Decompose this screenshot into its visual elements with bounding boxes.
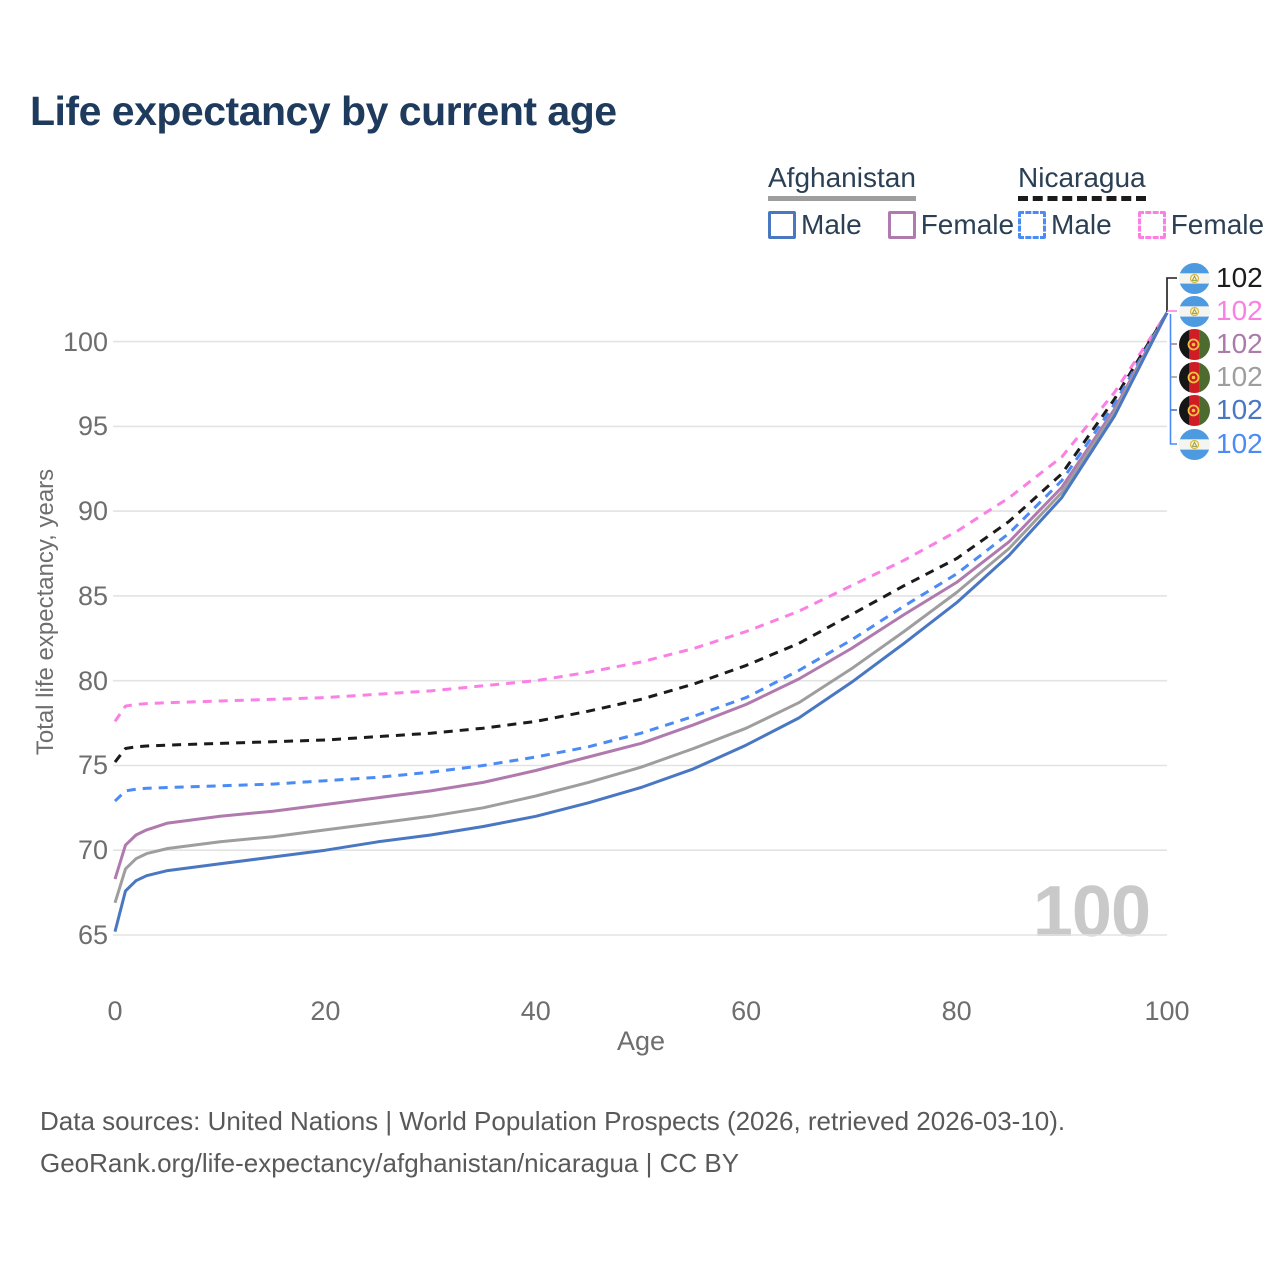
chart-title: Life expectancy by current age: [30, 88, 617, 134]
age-watermark: 100: [1032, 872, 1151, 952]
nicaragua-flag-icon: [1179, 262, 1210, 294]
legend-group-afghanistan: Afghanistan Male Female: [768, 162, 1014, 241]
x-tick-label-0: 0: [107, 996, 123, 1026]
afghanistan-flag-icon: [1179, 328, 1210, 360]
end-label-afghanistan-female[interactable]: 102: [1179, 328, 1263, 360]
legend-item-label: Female: [1170, 209, 1265, 240]
legend-item-label: Male: [1051, 209, 1112, 240]
legend-items-nicaragua: Male Female: [1018, 209, 1264, 241]
end-label-afghanistan[interactable]: 102: [1179, 361, 1263, 393]
legend-item-afghanistan-female[interactable]: Female: [887, 209, 1015, 241]
legend-item-label: Female: [920, 209, 1015, 240]
series-line-nicaragua[interactable]: [113, 312, 1169, 764]
end-label-nicaragua[interactable]: 102: [1179, 262, 1263, 294]
legend-group-nicaragua: Nicaragua Male Female: [1018, 162, 1264, 241]
series-line-afghanistan[interactable]: [113, 312, 1169, 904]
series-line-nicaragua-female[interactable]: [113, 311, 1169, 723]
legend-items-afghanistan: Male Female: [768, 209, 1014, 241]
y-tick-label-65: 65: [77, 920, 108, 950]
legend-country-nicaragua[interactable]: Nicaragua: [1018, 162, 1146, 201]
y-tick-label-70: 70: [77, 835, 108, 866]
x-axis-title: Age: [616, 1026, 666, 1056]
y-tick-label-95: 95: [77, 411, 108, 442]
nicaragua-flag-icon: [1179, 428, 1210, 460]
afghanistan-male-swatch-icon: [768, 211, 796, 239]
end-label-leader-line: [1169, 314, 1177, 445]
afghanistan-female-swatch-icon: [887, 211, 916, 239]
legend-item-nicaragua-male[interactable]: Male: [1018, 209, 1112, 241]
y-tick-label-75: 75: [77, 750, 108, 781]
x-tick-label-20: 20: [310, 996, 341, 1026]
y-axis-title: Total life expectancy, years: [32, 468, 59, 756]
afghanistan-flag-icon: [1179, 361, 1210, 393]
x-tick-label-60: 60: [731, 996, 762, 1026]
attribution-text: GeoRank.org/life-expectancy/afghanistan/…: [40, 1148, 740, 1178]
end-label-value: 102: [1216, 295, 1263, 326]
nicaragua-male-swatch-icon: [1018, 211, 1046, 239]
nicaragua-flag-icon: [1179, 428, 1210, 460]
data-sources-text: Data sources: United Nations | World Pop…: [40, 1106, 1066, 1136]
end-label-nicaragua-female[interactable]: 102: [1179, 295, 1263, 327]
legend-item-afghanistan-male[interactable]: Male: [768, 209, 862, 241]
x-tick-label-40: 40: [520, 996, 551, 1026]
y-tick-label-80: 80: [77, 665, 108, 696]
end-label-value: 102: [1216, 361, 1263, 392]
end-label-value: 102: [1216, 428, 1263, 459]
nicaragua-flag-icon: [1179, 295, 1210, 327]
x-tick-label-80: 80: [941, 996, 972, 1026]
y-tick-label-90: 90: [77, 496, 108, 527]
x-tick-label-100: 100: [1144, 996, 1190, 1026]
nicaragua-flag-icon: [1179, 295, 1210, 327]
legend-country-afghanistan[interactable]: Afghanistan: [768, 162, 916, 201]
afghanistan-flag-icon: [1179, 394, 1210, 426]
series-line-afghanistan-female[interactable]: [113, 312, 1169, 880]
end-label-leader-line: [1166, 277, 1177, 312]
series-line-nicaragua-male[interactable]: [113, 312, 1169, 803]
legend-item-label: Male: [801, 209, 862, 240]
series-line-afghanistan-male[interactable]: [113, 312, 1169, 932]
legend-item-nicaragua-female[interactable]: Female: [1137, 209, 1265, 241]
afghanistan-flag-icon: [1179, 361, 1210, 393]
end-label-afghanistan-male[interactable]: 102: [1179, 394, 1263, 426]
end-label-value: 102: [1216, 328, 1263, 359]
nicaragua-flag-icon: [1179, 262, 1210, 294]
end-label-value: 102: [1216, 262, 1263, 293]
end-label-value: 102: [1216, 394, 1263, 425]
afghanistan-flag-icon: [1179, 394, 1210, 426]
end-label-nicaragua-male[interactable]: 102: [1179, 428, 1263, 460]
y-tick-label-85: 85: [77, 580, 108, 611]
afghanistan-flag-icon: [1179, 328, 1210, 360]
nicaragua-female-swatch-icon: [1137, 211, 1166, 239]
y-tick-label-100: 100: [62, 326, 108, 357]
